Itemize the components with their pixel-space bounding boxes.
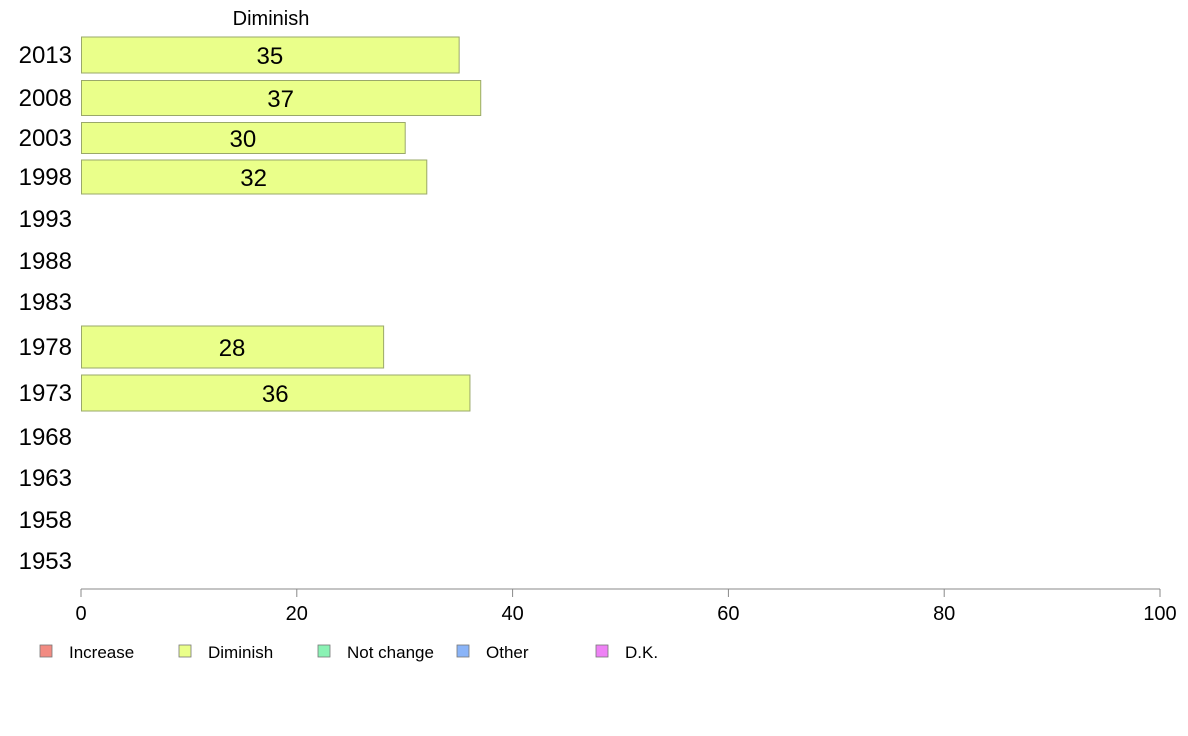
x-axis-ticks: 0 20 40 60 80 100: [75, 589, 1177, 625]
category-label-1983: 1983: [19, 289, 72, 316]
legend-label-diminish: Diminish: [208, 643, 273, 662]
legend-label-increase: Increase: [69, 643, 134, 662]
bar-2013: [81, 36, 460, 74]
legend-swatch-increase: [39, 644, 53, 658]
bar-1973: [81, 374, 471, 412]
data-label-2013: 35: [256, 43, 283, 70]
legend-label-d-k-: D.K.: [625, 643, 658, 662]
data-labels: 35 37 30 32 28 36: [219, 43, 294, 408]
legend-label-not-change: Not change: [347, 643, 434, 662]
bar-2003: [81, 122, 406, 154]
category-label-1978: 1978: [19, 334, 72, 361]
bars: [81, 36, 482, 412]
legend-swatch-d-k-: [595, 644, 609, 658]
bar-1978: [81, 325, 385, 369]
category-label-1988: 1988: [19, 248, 72, 275]
data-label-1973: 36: [262, 381, 289, 408]
legend-swatch-not-change: [317, 644, 331, 658]
legend-swatch-diminish: [178, 644, 192, 658]
bar-2008: [81, 80, 482, 116]
data-label-2003: 30: [229, 126, 256, 153]
data-label-1998: 32: [240, 165, 267, 192]
legend-swatch-other: [456, 644, 470, 658]
legend: Increase Diminish Not change Other D.K.: [39, 643, 658, 662]
category-label-1973: 1973: [19, 380, 72, 407]
data-label-2008: 37: [267, 86, 294, 113]
category-label-1963: 1963: [19, 465, 72, 492]
category-label-2003: 2003: [19, 125, 72, 152]
x-tick-label-20: 20: [286, 603, 308, 625]
x-tick-label-100: 100: [1143, 603, 1176, 625]
chart-title: Diminish: [233, 8, 310, 30]
category-label-1953: 1953: [19, 548, 72, 575]
category-label-1968: 1968: [19, 424, 72, 451]
legend-label-other: Other: [486, 643, 529, 662]
bar-1998: [81, 159, 428, 195]
data-label-1978: 28: [219, 335, 246, 362]
category-label-1958: 1958: [19, 507, 72, 534]
x-tick-label-80: 80: [933, 603, 955, 625]
category-label-1993: 1993: [19, 206, 72, 233]
category-label-2008: 2008: [19, 85, 72, 112]
x-tick-label-40: 40: [501, 603, 523, 625]
x-tick-label-60: 60: [717, 603, 739, 625]
category-label-2013: 2013: [19, 42, 72, 69]
category-label-1998: 1998: [19, 164, 72, 191]
category-labels: 2013 2008 2003 1998 1993 1988 1983 1978 1973 1968…: [19, 42, 72, 575]
x-tick-label-0: 0: [75, 603, 86, 625]
